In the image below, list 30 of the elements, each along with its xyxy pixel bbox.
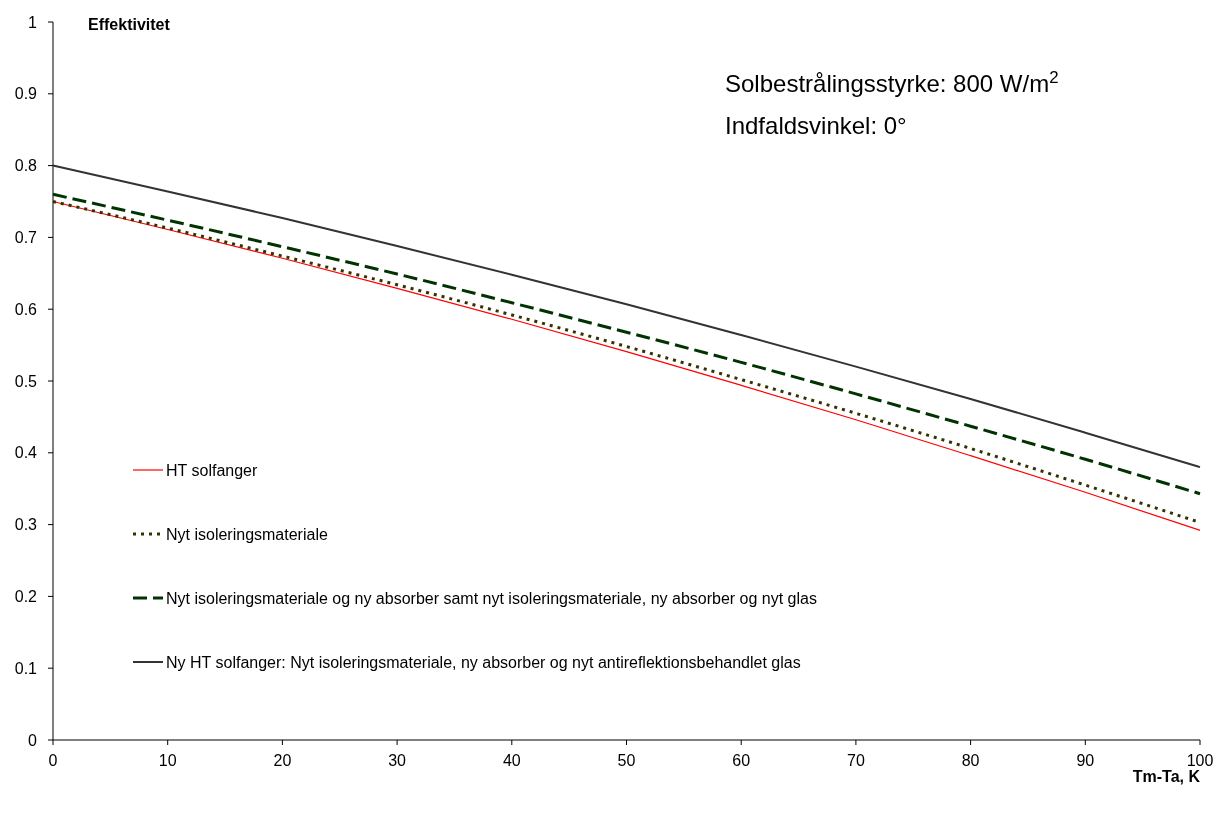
x-tick-label: 20 — [273, 752, 292, 769]
legend-label: Nyt isoleringsmateriale og ny absorber samt nyt isoleringsmateriale, ny absorber og nyt glas — [166, 589, 817, 607]
y-axis-title: Effektivitet — [88, 16, 171, 33]
y-tick-label: 0.1 — [14, 659, 38, 677]
y-tick-label: 0.6 — [14, 300, 38, 318]
legend-label: Ny HT solfanger: Nyt isoleringsmateriale, ny absorber og nyt antireflektionsbehandlet glas — [166, 653, 801, 671]
legend-label: Nyt isoleringsmateriale — [166, 525, 328, 543]
x-tick-label: 70 — [847, 752, 865, 769]
x-axis-title: Tm-Ta, K — [1132, 768, 1201, 785]
y-tick-label: 0 — [28, 731, 38, 749]
x-tick-label: 0 — [48, 752, 58, 769]
x-tick-label: 50 — [617, 752, 636, 769]
x-tick-label: 90 — [1076, 752, 1095, 769]
y-tick-label: 0.2 — [14, 588, 38, 605]
y-tick-label: 1 — [28, 13, 38, 31]
x-tick-label: 40 — [502, 752, 521, 769]
y-tick-label: 0.3 — [14, 516, 38, 534]
y-tick-label: 0.5 — [14, 372, 38, 390]
legend-label: HT solfanger — [166, 461, 258, 479]
annotation: Solbestrålingsstyrke: 800 W/m$^{2}$ — [725, 67, 1059, 97]
x-tick-label: 10 — [158, 752, 177, 769]
y-tick-label: 0.9 — [14, 85, 38, 103]
x-tick-label: 80 — [961, 752, 980, 769]
y-tick-label: 0.7 — [14, 229, 38, 246]
x-tick-label: 100 — [1186, 752, 1214, 769]
annotation: Indfaldsvinkel: 0° — [725, 112, 907, 139]
y-tick-label: 0.4 — [14, 444, 38, 462]
y-tick-label: 0.8 — [14, 157, 38, 175]
x-tick-label: 30 — [388, 752, 407, 769]
x-tick-label: 60 — [732, 752, 751, 769]
